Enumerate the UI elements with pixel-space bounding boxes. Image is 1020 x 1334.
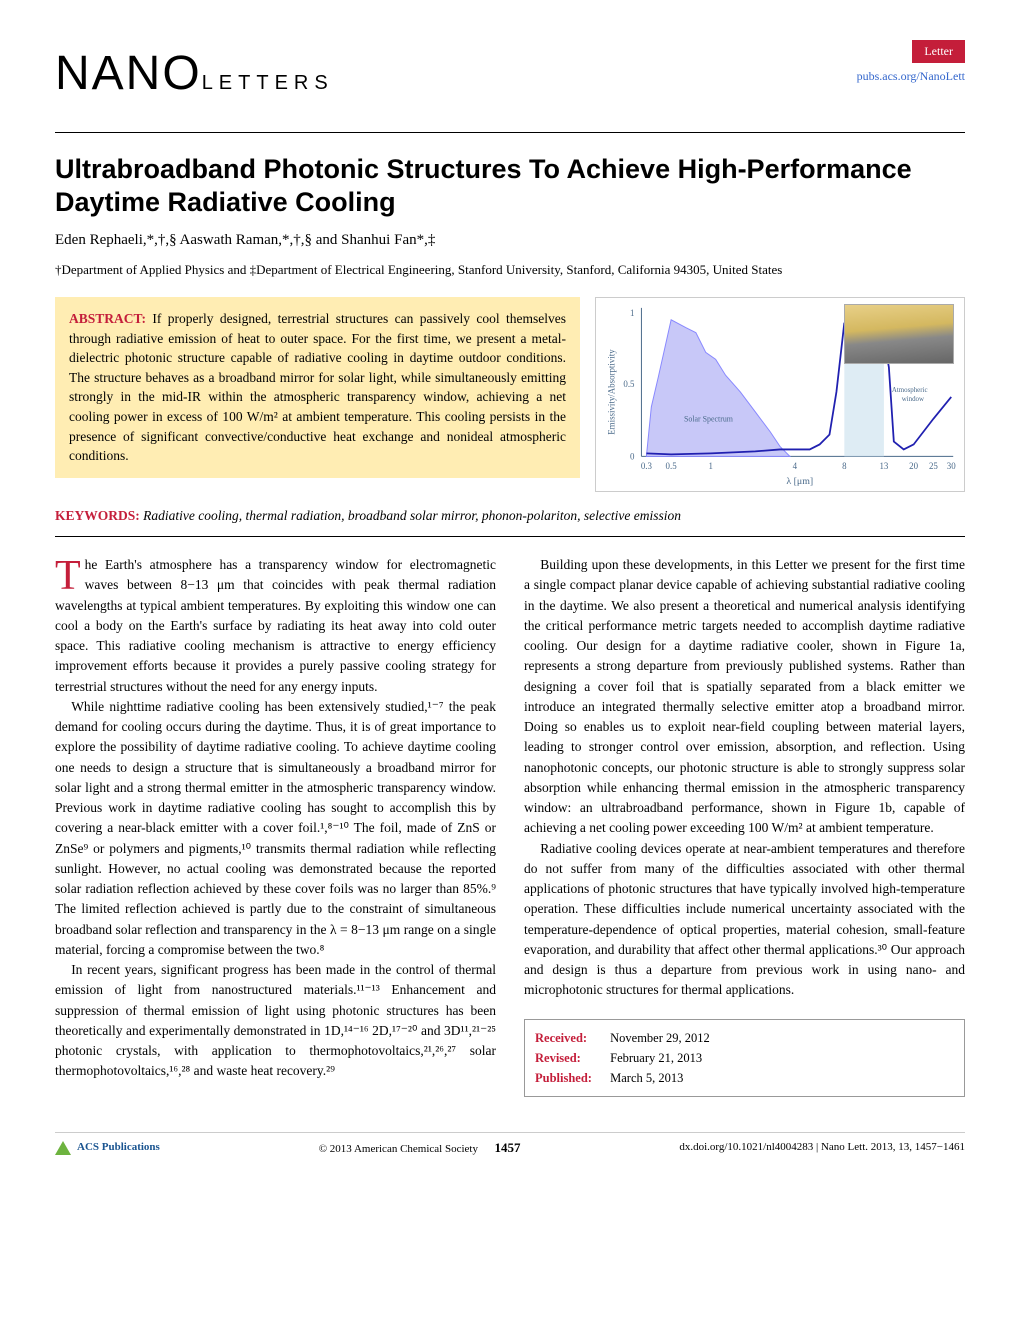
svg-text:0.5: 0.5 (666, 461, 678, 471)
body-p5: Radiative cooling devices operate at nea… (524, 839, 965, 1001)
svg-text:0.3: 0.3 (641, 461, 653, 471)
svg-text:20: 20 (909, 461, 918, 471)
svg-text:Atmospheric: Atmospheric (892, 387, 928, 394)
revised-date: February 21, 2013 (610, 1051, 702, 1065)
acs-triangle-icon (55, 1141, 71, 1155)
article-type-badge: Letter (912, 40, 965, 63)
page-number: 1457 (494, 1140, 520, 1155)
svg-text:30: 30 (947, 461, 956, 471)
body-p2: While nighttime radiative cooling has be… (55, 697, 496, 960)
header-divider (55, 132, 965, 133)
published-label: Published: (535, 1068, 607, 1088)
published-date: March 5, 2013 (610, 1071, 683, 1085)
body-p4: Building upon these developments, in thi… (524, 555, 965, 839)
abstract-label: ABSTRACT: (69, 311, 146, 326)
copyright-text: © 2013 American Chemical Society (319, 1143, 478, 1155)
body-p3: In recent years, significant progress ha… (55, 960, 496, 1082)
article-history: Received: November 29, 2012 Revised: Feb… (524, 1019, 965, 1097)
svg-text:8: 8 (842, 461, 847, 471)
body-p1: he Earth's atmosphere has a transparency… (55, 557, 496, 694)
svg-text:0: 0 (630, 451, 635, 461)
received-date: November 29, 2012 (610, 1031, 710, 1045)
device-inset-image (844, 304, 954, 364)
svg-text:Solar Spectrum: Solar Spectrum (684, 415, 734, 424)
publisher-badge: ACS Publications (55, 1140, 160, 1155)
svg-text:4: 4 (793, 461, 798, 471)
page-footer: ACS Publications © 2013 American Chemica… (55, 1132, 965, 1157)
keywords-row: KEYWORDS: Radiative cooling, thermal rad… (55, 507, 965, 526)
author-list: Eden Rephaeli,*,†,§ Aaswath Raman,*,†,§ … (55, 230, 965, 251)
svg-text:window: window (902, 396, 924, 403)
abstract-text: If properly designed, terrestrial struct… (69, 311, 566, 463)
abstract-figure: 0 0.5 1 0.3 0.5 1 4 8 13 20 25 30 (595, 297, 965, 492)
body-columns: The Earth's atmosphere has a transparenc… (55, 555, 965, 1097)
svg-text:λ [μm]: λ [μm] (786, 476, 813, 487)
revised-label: Revised: (535, 1048, 607, 1068)
keywords-text: Radiative cooling, thermal radiation, br… (143, 508, 681, 523)
journal-name-sub: LETTERS (202, 72, 334, 94)
column-right: Building upon these developments, in thi… (524, 555, 965, 1097)
svg-text:1: 1 (630, 308, 634, 318)
doi-citation: dx.doi.org/10.1021/nl4004283 | Nano Lett… (679, 1140, 965, 1155)
svg-text:Emissivity/Absorptivity: Emissivity/Absorptivity (607, 349, 617, 435)
received-label: Received: (535, 1028, 607, 1048)
body-divider (55, 536, 965, 537)
journal-logo: NANOLETTERS (55, 40, 334, 107)
column-left: The Earth's atmosphere has a transparenc… (55, 555, 496, 1097)
svg-text:0.5: 0.5 (623, 379, 635, 389)
journal-name-main: NANO (55, 47, 202, 100)
article-title: Ultrabroadband Photonic Structures To Ac… (55, 153, 965, 218)
dropcap: T (55, 555, 85, 595)
svg-text:25: 25 (929, 461, 938, 471)
publisher-name: ACS Publications (77, 1140, 160, 1155)
keywords-label: KEYWORDS: (55, 508, 140, 523)
affiliations: †Department of Applied Physics and ‡Depa… (55, 261, 965, 279)
svg-text:1: 1 (708, 461, 712, 471)
publisher-link[interactable]: pubs.acs.org/NanoLett (857, 69, 965, 83)
page-header: NANOLETTERS Letter pubs.acs.org/NanoLett (55, 40, 965, 107)
abstract-box: ABSTRACT: If properly designed, terrestr… (55, 297, 580, 478)
svg-text:13: 13 (879, 461, 888, 471)
